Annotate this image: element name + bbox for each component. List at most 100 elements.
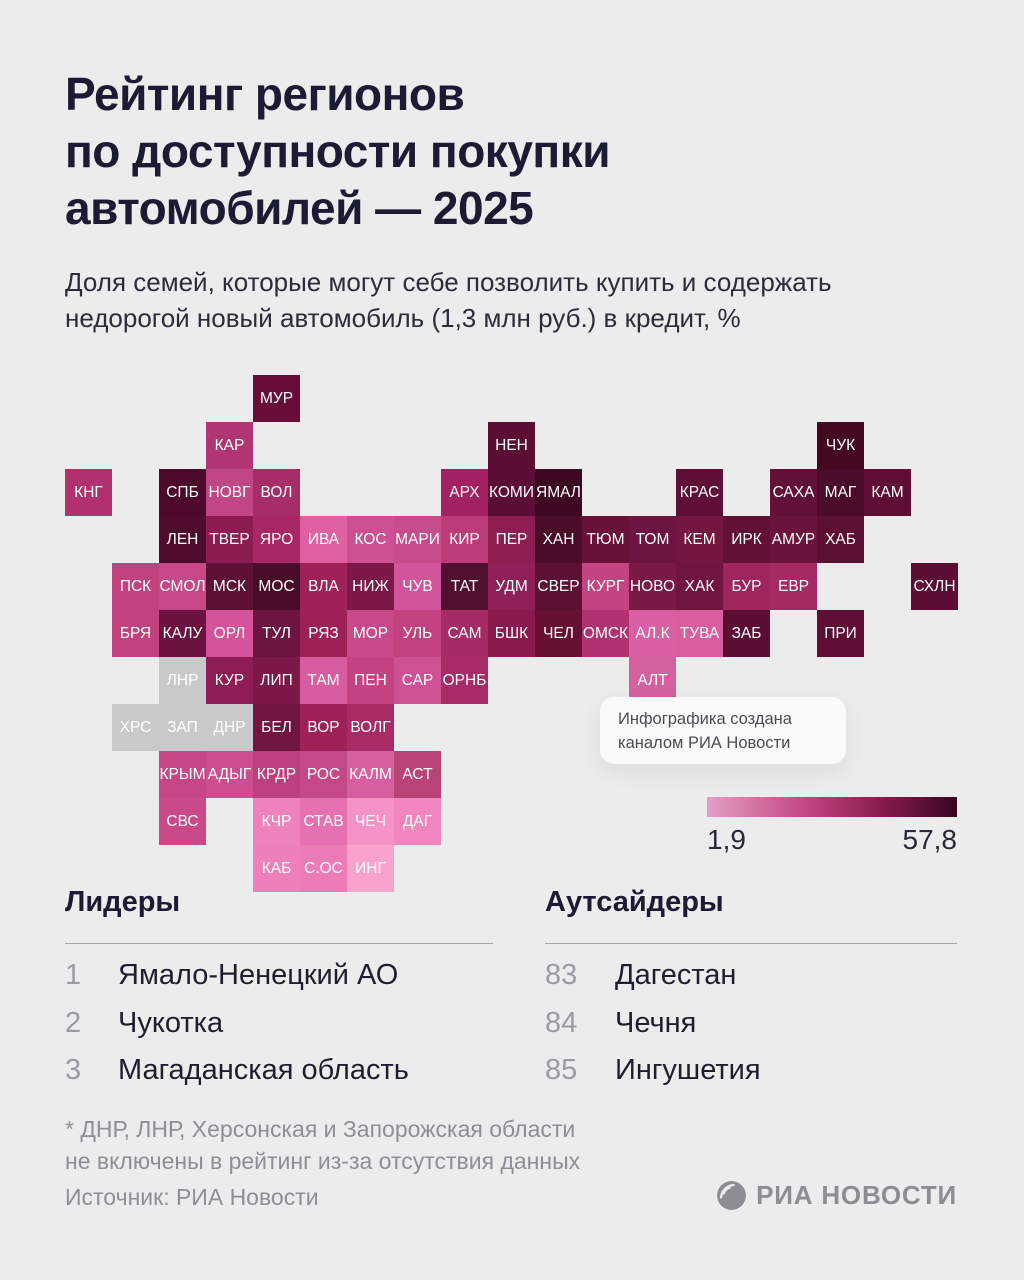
region-tile-МУР: МУР [253,375,300,422]
rank-number: 85 [545,1054,578,1087]
region-tile-ЧУВ: ЧУВ [394,563,441,610]
region-tile-ВОЛГ: ВОЛГ [347,704,394,751]
rank-number: 2 [65,1006,82,1039]
region-tile-label: ТЮМ [586,530,625,548]
region-tile-label: УЛЬ [402,624,433,642]
region-tile-ХАБ: ХАБ [817,516,864,563]
region-tile-ЛНР: ЛНР [159,657,206,704]
region-tile-label: АРХ [449,483,480,501]
region-tile-label: БЕЛ [261,718,292,736]
region-tile-ЛЕН: ЛЕН [159,516,206,563]
region-tile-НОВО: НОВО [629,563,676,610]
region-tile-ИВА: ИВА [300,516,347,563]
region-tile-КАМ: КАМ [864,469,911,516]
footnote-line-2: не включены в рейтинг из-за отсутствия д… [65,1148,581,1174]
title-line-1: Рейтинг регионов [65,68,465,120]
region-tile-label: РЯЗ [308,624,339,642]
region-tile-label: ТУЛ [262,624,291,642]
region-tile-ЕВР: ЕВР [770,563,817,610]
outsiders-list: Аутсайдеры 83 Дагестан 84 Чечня 85 Ингушетия [545,886,957,1095]
region-tile-САМ: САМ [441,610,488,657]
region-tile-label: НИЖ [352,577,389,595]
region-tile-label: ЯМАЛ [536,483,581,501]
region-tile-ТЮМ: ТЮМ [582,516,629,563]
region-tile-МОР: МОР [347,610,394,657]
region-tile-СПБ: СПБ [159,469,206,516]
attribution-line-1: Инфографика создана [618,709,792,728]
region-tile-МАРИ: МАРИ [394,516,441,563]
region-name: Ямало-Ненецкий АО [118,959,399,992]
region-tile-label: МСК [212,577,247,595]
rank-row: 1 Ямало-Ненецкий АО [65,952,493,1000]
region-tile-САР: САР [394,657,441,704]
region-tile-label: КЕМ [683,530,716,548]
region-tile-БЕЛ: БЕЛ [253,704,300,751]
title-line-3: автомобилей — 2025 [65,182,534,234]
region-tile-ВОР: ВОР [300,704,347,751]
attribution-card: Инфографика создана каналом РИА Новости [600,697,846,764]
region-tile-ОМСК: ОМСК [582,610,629,657]
region-tile-label: ТУВА [679,624,720,642]
region-tile-ВЛА: ВЛА [300,563,347,610]
region-tile-ЧЕЛ: ЧЕЛ [535,610,582,657]
region-tile-label: ИВА [307,530,340,548]
region-tile-РЯЗ: РЯЗ [300,610,347,657]
leaders-list: Лидеры 1 Ямало-Ненецкий АО 2 Чукотка 3 Магада… [65,886,493,1095]
region-tile-МАГ: МАГ [817,469,864,516]
region-tile-КАЛМ: КАЛМ [347,751,394,798]
leaders-heading: Лидеры [65,886,181,918]
region-tile-УЛЬ: УЛЬ [394,610,441,657]
region-tile-label: СТАВ [303,812,344,830]
region-tile-label: ВОР [307,718,340,736]
region-tile-МСК: МСК [206,563,253,610]
region-name: Чечня [615,1006,697,1039]
region-tile-ОРЛ: ОРЛ [206,610,253,657]
region-tile-КРДР: КРДР [253,751,300,798]
outsiders-items: 83 Дагестан 84 Чечня 85 Ингушетия [545,952,957,1095]
rank-number: 84 [545,1006,578,1039]
region-tile-БУР: БУР [723,563,770,610]
region-tile-ЗАБ: ЗАБ [723,610,770,657]
region-tile-КРАС: КРАС [676,469,723,516]
region-tile-ЗАП: ЗАП [159,704,206,751]
region-tile-label: ТАМ [307,671,340,689]
rank-number: 83 [545,959,578,992]
region-tile-label: ЯРО [259,530,294,548]
region-tile-label: КИР [449,530,480,548]
region-tile-ИНГ: ИНГ [347,845,394,892]
region-tile-label: ЛЕН [166,530,199,548]
region-tile-label: ЗАБ [731,624,762,642]
region-tile-СВС: СВС [159,798,206,845]
rank-row: 85 Ингушетия [545,1047,957,1095]
region-tile-КУР: КУР [206,657,253,704]
region-tile-label: КРДР [256,765,297,783]
region-tile-РОС: РОС [300,751,347,798]
region-tile-НЕН: НЕН [488,422,535,469]
region-tile-КЕМ: КЕМ [676,516,723,563]
region-tile-СВЕР: СВЕР [535,563,582,610]
region-tile-label: ПЕР [495,530,528,548]
region-tile-label: АЛ.К [635,624,670,642]
region-tile-label: САМ [447,624,482,642]
region-tile-label: МОР [352,624,389,642]
region-tile-ПЕН: ПЕН [347,657,394,704]
region-tile-label: КАЛМ [349,765,392,783]
region-tile-label: АМУР [771,530,816,548]
region-tile-label: ОМСК [582,624,629,642]
subtitle-line-1: Доля семей, которые могут себе позволить… [65,267,832,297]
region-tile-ИРК: ИРК [723,516,770,563]
region-tile-label: МОС [258,577,295,595]
region-tile-УДМ: УДМ [488,563,535,610]
region-tile-label: ТАТ [450,577,479,595]
region-tile-ЧЕЧ: ЧЕЧ [347,798,394,845]
region-tile-label: ВОЛ [260,483,293,501]
region-name: Магаданская область [118,1054,409,1087]
region-tile-БШК: БШК [488,610,535,657]
region-tile-СМОЛ: СМОЛ [159,563,206,610]
region-tile-label: КНГ [74,483,103,501]
legend-max-label: 57,8 [902,824,958,855]
region-tile-СТАВ: СТАВ [300,798,347,845]
region-tile-label: ДНР [213,718,246,736]
region-tile-ПСК: ПСК [112,563,159,610]
region-tile-label: АСТ [402,765,433,783]
